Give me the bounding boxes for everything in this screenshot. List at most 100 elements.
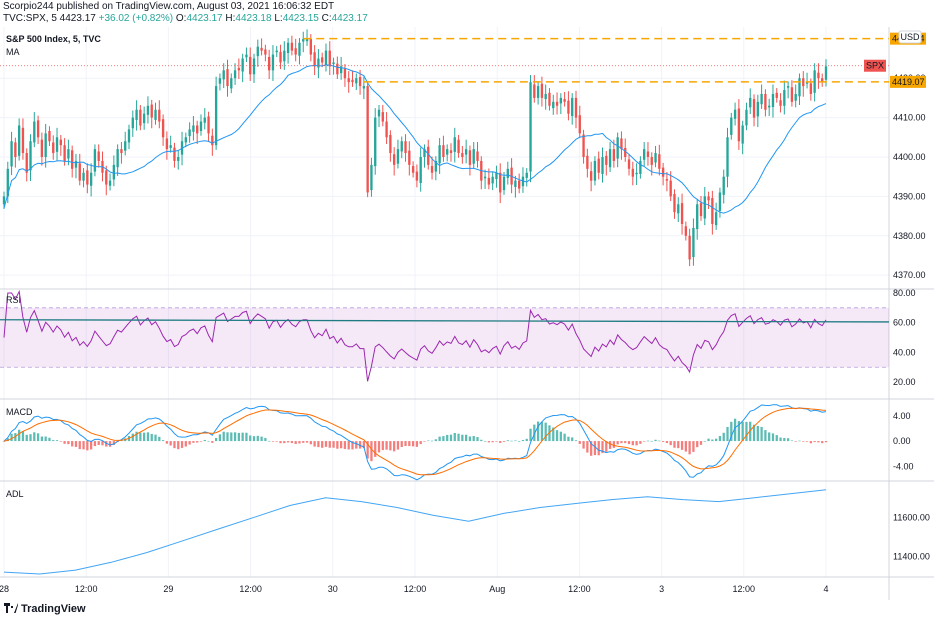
price-y-tick: 4390.00 (893, 191, 926, 201)
candle-body (48, 131, 51, 142)
macd-histogram-bar (101, 441, 104, 446)
macd-histogram-bar (226, 432, 229, 442)
macd-histogram-bar (105, 441, 108, 447)
macd-histogram-bar (74, 441, 78, 447)
candle-body (374, 117, 377, 167)
candle-body (404, 141, 407, 154)
macd-histogram-bar (173, 441, 176, 449)
macd-pane[interactable] (2, 404, 828, 481)
candle-body (733, 109, 737, 119)
candle-body (658, 154, 661, 169)
macd-histogram-bar (89, 441, 93, 450)
candle-body (703, 196, 706, 219)
candle-body (256, 46, 259, 57)
candle-body (472, 149, 475, 164)
macd-histogram-bar (97, 441, 100, 445)
macd-histogram-bar (415, 441, 419, 447)
macd-histogram-bar (211, 441, 214, 443)
candle-body (309, 38, 313, 55)
candle-body (582, 134, 585, 157)
candle-body (449, 150, 453, 154)
macd-histogram-bar (430, 440, 434, 442)
candle-body (783, 90, 786, 106)
candle-body (476, 151, 479, 161)
macd-histogram-bar (404, 441, 407, 447)
close-prefix: C: (318, 13, 332, 24)
macd-histogram-bar (457, 433, 460, 442)
candle-body (574, 97, 578, 118)
candle-body (21, 127, 25, 154)
macd-histogram-bar (317, 441, 320, 448)
macd-histogram-bar (196, 441, 199, 443)
macd-histogram-bar (824, 441, 828, 443)
adl-y-tick: 11400.00 (893, 551, 930, 561)
macd-histogram-bar (165, 441, 169, 444)
candle-body (468, 150, 472, 165)
macd-histogram-bar (665, 441, 669, 444)
macd-histogram-bar (502, 441, 506, 442)
rsi-label: RSI (6, 295, 21, 305)
candle-body (139, 109, 142, 126)
adl-pane[interactable] (3, 489, 827, 575)
macd-histogram-bar (309, 441, 312, 445)
macd-histogram-bar (593, 441, 597, 456)
rsi-pane[interactable] (0, 289, 890, 382)
candle-body (411, 166, 415, 173)
candle-body (752, 99, 756, 118)
tradingview-logo[interactable]: TradingView (4, 603, 86, 615)
candle-body (55, 137, 59, 152)
candle-body (673, 194, 676, 213)
candle-body (593, 160, 597, 181)
open-prefix: O: (173, 13, 187, 24)
macd-histogram-bar (381, 441, 384, 451)
macd-histogram-bar (480, 439, 483, 442)
macd-histogram-bar (78, 441, 81, 450)
candle-body (275, 50, 278, 53)
macd-histogram-bar (741, 421, 744, 442)
macd-histogram-bar (290, 441, 294, 444)
candle-body (332, 62, 335, 65)
macd-histogram-bar (396, 441, 400, 450)
candle-body (328, 50, 331, 67)
currency-button[interactable]: USD (898, 30, 922, 44)
candle-body (821, 78, 824, 83)
candle-body (286, 42, 290, 53)
macd-histogram-bar (586, 441, 589, 453)
macd-histogram-bar (627, 441, 631, 445)
macd-histogram-bar (760, 426, 763, 442)
candle-body (711, 197, 714, 224)
x-tick-label: 12:00 (404, 584, 427, 594)
macd-histogram-bar (567, 436, 570, 442)
candle-body (339, 66, 343, 74)
macd-histogram-bar (411, 441, 415, 447)
candle-body (290, 42, 294, 51)
macd-histogram-bar (529, 428, 532, 442)
chart-canvas[interactable]: 28 12:00 29 12:00 30 12:00 Aug 12:00 3 12:00 4 4370… (0, 0, 934, 600)
macd-signal-line (3, 407, 827, 476)
macd-histogram-bar (677, 441, 680, 449)
macd-histogram-bar (582, 441, 585, 449)
macd-histogram-bar (749, 421, 752, 442)
macd-histogram-bar (10, 433, 13, 442)
candle-body (559, 97, 563, 104)
price-pane[interactable] (0, 29, 889, 267)
symbol-tag-label: SPX (866, 61, 884, 71)
macd-histogram-bar (544, 422, 547, 442)
macd-histogram-bar (821, 441, 824, 444)
candle-body (324, 50, 328, 65)
macd-histogram-bar (214, 437, 218, 442)
candle-body (33, 121, 36, 143)
candle-body (40, 139, 44, 157)
candle-body (578, 115, 581, 134)
macd-histogram-bar (661, 441, 665, 442)
candle-body (108, 180, 112, 186)
rsi-y-tick: 60.00 (893, 318, 916, 328)
candle-body (434, 160, 438, 172)
candle-body (707, 196, 710, 201)
candle-body (381, 112, 384, 122)
macd-histogram-bar (745, 421, 748, 442)
candle-body (699, 203, 703, 217)
candle-body (650, 157, 653, 165)
candle-body (112, 164, 116, 180)
macd-histogram-bar (639, 441, 642, 444)
